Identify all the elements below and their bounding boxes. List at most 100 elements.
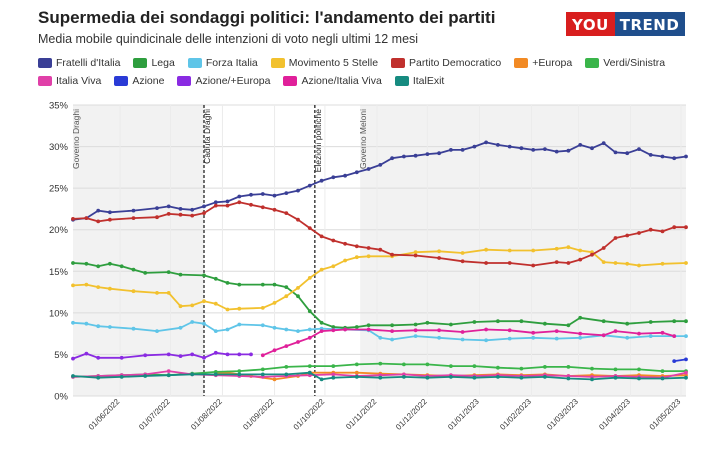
data-point bbox=[178, 207, 183, 211]
data-point bbox=[202, 204, 206, 209]
data-point bbox=[225, 281, 230, 285]
period-label-governo-draghi: Governo Draghi bbox=[71, 109, 81, 169]
data-point bbox=[166, 212, 171, 216]
data-point bbox=[413, 250, 418, 255]
data-point bbox=[413, 153, 418, 158]
data-point bbox=[319, 320, 324, 325]
data-point bbox=[437, 249, 441, 254]
legend-label: Lega bbox=[151, 57, 175, 69]
data-point bbox=[108, 210, 112, 215]
data-point bbox=[119, 355, 124, 360]
data-point bbox=[354, 375, 359, 379]
series-forza-italia bbox=[71, 320, 688, 343]
data-point bbox=[684, 334, 688, 338]
data-point bbox=[272, 377, 277, 382]
data-point bbox=[460, 337, 465, 342]
data-point bbox=[166, 291, 171, 295]
legend-item-italia-viva: Italia Viva bbox=[38, 74, 101, 88]
data-point bbox=[307, 335, 312, 340]
data-point bbox=[166, 270, 171, 274]
data-point bbox=[155, 215, 159, 220]
data-point bbox=[166, 204, 171, 209]
data-point bbox=[637, 367, 641, 372]
data-point bbox=[531, 148, 536, 152]
data-point bbox=[319, 234, 324, 239]
data-point bbox=[96, 208, 101, 213]
legend-swatch bbox=[270, 58, 285, 68]
data-point bbox=[96, 219, 101, 224]
data-point bbox=[260, 372, 265, 377]
data-point bbox=[601, 246, 606, 250]
series-fratelli-d-italia bbox=[71, 140, 688, 222]
data-point bbox=[331, 372, 336, 377]
legend-item-lega: Lega bbox=[133, 56, 175, 70]
data-point bbox=[578, 331, 583, 336]
data-point bbox=[213, 329, 218, 333]
data-point bbox=[672, 319, 677, 324]
legend-swatch bbox=[133, 58, 148, 68]
data-point bbox=[202, 273, 206, 278]
data-point bbox=[96, 355, 101, 360]
data-point bbox=[484, 140, 488, 145]
data-point bbox=[284, 372, 289, 377]
data-point bbox=[590, 252, 594, 257]
legend-item-europa: +Europa bbox=[514, 56, 572, 70]
x-tick-label: 01/10/2022 bbox=[292, 397, 327, 432]
data-point bbox=[578, 143, 583, 147]
data-point bbox=[272, 348, 277, 353]
x-tick-label: 01/12/2022 bbox=[394, 397, 429, 432]
data-point bbox=[284, 191, 289, 196]
series-azione-europa bbox=[71, 350, 253, 361]
data-point bbox=[296, 188, 300, 193]
x-tick-label: 01/07/2022 bbox=[137, 397, 172, 432]
data-point bbox=[684, 357, 688, 362]
data-point bbox=[601, 333, 606, 338]
data-point bbox=[613, 367, 618, 372]
data-point bbox=[343, 327, 347, 332]
data-point bbox=[613, 261, 618, 265]
legend-swatch bbox=[394, 76, 409, 86]
data-point bbox=[213, 203, 218, 208]
data-point bbox=[331, 238, 336, 243]
data-point bbox=[155, 291, 159, 295]
data-point bbox=[449, 148, 453, 152]
data-point bbox=[71, 217, 75, 221]
data-point bbox=[354, 244, 359, 249]
data-point bbox=[202, 355, 206, 360]
data-point bbox=[272, 325, 277, 330]
data-point bbox=[190, 372, 195, 377]
data-point bbox=[84, 216, 89, 221]
data-point bbox=[566, 323, 571, 328]
data-point bbox=[637, 331, 641, 336]
period-label-caduta-draghi: Caduta Draghi bbox=[202, 109, 212, 164]
data-point bbox=[366, 167, 371, 171]
data-point bbox=[307, 226, 312, 231]
logo-part-trend: TREND bbox=[614, 12, 686, 36]
data-point bbox=[637, 147, 641, 152]
data-point bbox=[507, 248, 512, 253]
x-tick-label: 01/03/2023 bbox=[545, 397, 580, 432]
data-point bbox=[307, 327, 312, 332]
data-point bbox=[660, 229, 665, 234]
period-label-governo-meloni: Governo Meloni bbox=[358, 109, 368, 169]
x-tick-label: 01/05/2023 bbox=[648, 397, 683, 432]
data-point bbox=[672, 359, 677, 363]
data-point bbox=[343, 258, 347, 263]
data-point bbox=[131, 267, 136, 272]
data-point bbox=[225, 199, 230, 204]
data-point bbox=[660, 261, 665, 266]
data-point bbox=[272, 207, 277, 212]
data-point bbox=[143, 374, 148, 378]
data-point bbox=[519, 319, 524, 324]
data-point bbox=[166, 369, 171, 373]
data-point bbox=[108, 286, 112, 291]
data-point bbox=[366, 323, 371, 328]
y-tick-label: 0% bbox=[54, 392, 68, 403]
data-point bbox=[543, 365, 547, 369]
data-point bbox=[672, 156, 677, 161]
data-point bbox=[307, 276, 312, 280]
data-point bbox=[543, 147, 547, 152]
data-point bbox=[71, 374, 75, 378]
data-point bbox=[108, 261, 112, 266]
data-point bbox=[354, 170, 359, 175]
